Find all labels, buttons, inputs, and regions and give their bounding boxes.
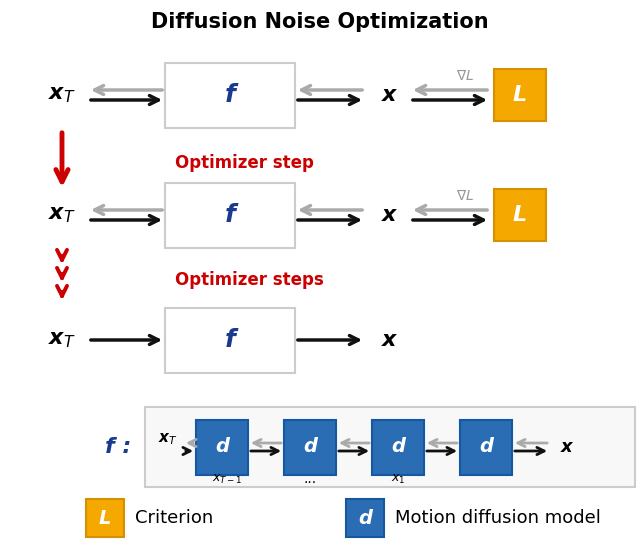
Text: Optimizer steps: Optimizer steps (175, 271, 324, 289)
Text: d: d (215, 437, 229, 456)
Text: f: f (225, 83, 236, 107)
Text: $\nabla L$: $\nabla L$ (456, 68, 474, 82)
FancyBboxPatch shape (86, 499, 124, 537)
Text: ...: ... (303, 472, 317, 486)
Text: d: d (479, 437, 493, 456)
FancyBboxPatch shape (494, 69, 546, 121)
FancyBboxPatch shape (494, 189, 546, 241)
FancyBboxPatch shape (165, 63, 295, 128)
Text: $\boldsymbol{x}_T$: $\boldsymbol{x}_T$ (48, 85, 76, 105)
Text: Diffusion Noise Optimization: Diffusion Noise Optimization (151, 12, 489, 32)
Text: d: d (303, 437, 317, 456)
Text: d: d (391, 437, 405, 456)
Text: f :: f : (105, 437, 131, 457)
FancyBboxPatch shape (165, 183, 295, 248)
Text: Motion diffusion model: Motion diffusion model (395, 509, 601, 527)
FancyBboxPatch shape (284, 419, 336, 474)
Text: $\nabla L$: $\nabla L$ (456, 188, 474, 203)
Text: Criterion: Criterion (135, 509, 213, 527)
FancyBboxPatch shape (165, 307, 295, 372)
Text: d: d (358, 508, 372, 528)
Text: $x_1$: $x_1$ (391, 473, 405, 486)
Text: $\boldsymbol{x}$: $\boldsymbol{x}$ (559, 438, 575, 456)
FancyBboxPatch shape (346, 499, 384, 537)
Text: $\boldsymbol{x}_T$: $\boldsymbol{x}_T$ (158, 431, 178, 447)
Text: $x_{T-1}$: $x_{T-1}$ (212, 473, 243, 486)
Text: f: f (225, 203, 236, 227)
Text: $\boldsymbol{x}$: $\boldsymbol{x}$ (381, 85, 399, 105)
Text: f: f (225, 328, 236, 352)
Text: Optimizer step: Optimizer step (175, 154, 314, 172)
Text: $\boldsymbol{x}$: $\boldsymbol{x}$ (381, 330, 399, 350)
Text: L: L (513, 85, 527, 105)
Text: $\boldsymbol{x}_T$: $\boldsymbol{x}_T$ (48, 205, 76, 225)
FancyBboxPatch shape (196, 419, 248, 474)
FancyBboxPatch shape (460, 419, 512, 474)
FancyBboxPatch shape (372, 419, 424, 474)
Text: $\boldsymbol{x}_T$: $\boldsymbol{x}_T$ (48, 330, 76, 350)
Text: L: L (513, 205, 527, 225)
Text: L: L (99, 508, 111, 528)
FancyBboxPatch shape (145, 407, 635, 487)
Text: $\boldsymbol{x}$: $\boldsymbol{x}$ (381, 205, 399, 225)
